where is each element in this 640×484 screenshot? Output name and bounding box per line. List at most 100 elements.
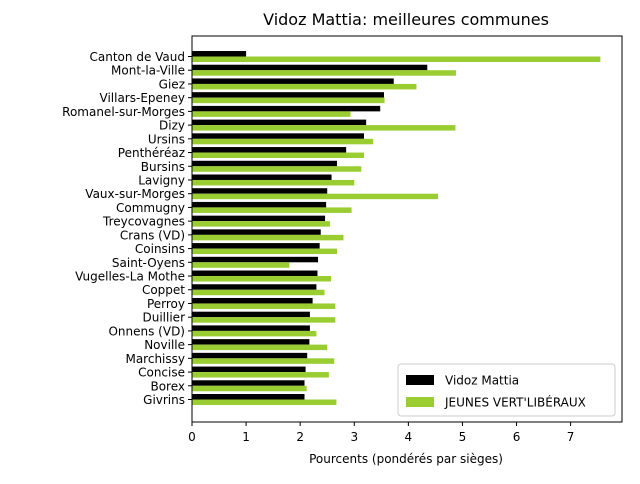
- bar-series-2: [192, 344, 328, 351]
- legend-box: [397, 363, 616, 417]
- bar-series-2: [192, 248, 337, 255]
- bar-series-1: [192, 188, 328, 194]
- bar-series-2: [192, 138, 374, 145]
- bar-series-1: [192, 270, 318, 277]
- chart-title: Vidoz Mattia: meilleures communes: [263, 10, 549, 29]
- bar-series-2: [192, 70, 456, 76]
- bar-series-1: [192, 352, 308, 359]
- y-tick-label: Penthéréaz: [118, 146, 185, 160]
- y-tick-label: Romanel-sur-Morges: [62, 105, 185, 119]
- bar-series-2: [192, 330, 317, 337]
- x-tick-label: 3: [350, 430, 358, 444]
- y-tick-label: Commugny: [116, 201, 185, 215]
- y-tick-label: Ursins: [148, 132, 185, 146]
- y-tick-label: Vaux-sur-Morges: [85, 187, 185, 201]
- bar-series-1: [192, 147, 347, 153]
- y-tick-label: Noville: [144, 338, 185, 352]
- bar-series-2: [192, 111, 351, 117]
- x-tick-label: 6: [513, 430, 521, 444]
- bar-series-1: [192, 339, 310, 345]
- bar-series-1: [192, 92, 385, 98]
- legend-swatch: [406, 397, 434, 407]
- bar-series-1: [192, 174, 332, 180]
- bar-series-2: [192, 166, 362, 172]
- x-tick-label: 7: [567, 430, 575, 444]
- bar-series-2: [192, 372, 329, 378]
- bar-series-1: [192, 160, 337, 167]
- y-tick-label: Onnens (VD): [108, 324, 185, 338]
- bar-series-2: [192, 207, 352, 213]
- bar-series-1: [192, 215, 326, 222]
- bar-series-2: [192, 385, 307, 392]
- bar-series-2: [192, 289, 325, 296]
- bar-series-2: [192, 125, 456, 131]
- bar-series-1: [192, 311, 310, 318]
- bar-series-1: [192, 380, 305, 386]
- x-tick-label: 4: [405, 430, 413, 444]
- bar-series-2: [192, 221, 330, 227]
- y-tick-label: Concise: [138, 366, 185, 380]
- legend: Vidoz Mattia JEUNES VERT'LIBÉRAUX: [397, 363, 616, 417]
- bar-series-1: [192, 243, 320, 249]
- y-tick-label: Canton de Vaud: [90, 50, 185, 64]
- bar-series-2: [192, 303, 336, 309]
- bar-series-2: [192, 317, 336, 323]
- y-tick-label: Perroy: [147, 297, 185, 311]
- y-tick-label: Giez: [159, 77, 185, 91]
- bar-series-1: [192, 297, 313, 304]
- y-tick-label: Coppet: [142, 283, 185, 297]
- x-axis-ticks: 0 1 2 3 4 5 6 7: [188, 422, 574, 444]
- y-tick-label: Mont-la-Ville: [111, 64, 185, 78]
- y-tick-label: Treycovagnes: [102, 215, 185, 229]
- bar-series-1: [192, 284, 317, 290]
- y-tick-label: Lavigny: [138, 173, 185, 187]
- y-tick-label: Marchissy: [125, 352, 185, 366]
- bar-series-1: [192, 133, 364, 139]
- bar-series-2: [192, 276, 332, 282]
- bar-series-1: [192, 78, 394, 84]
- x-tick-label: 0: [188, 430, 196, 444]
- bar-series-2: [192, 193, 439, 200]
- plot-frame: [191, 35, 623, 423]
- bar-series-1: [192, 325, 310, 331]
- bar-series-2: [192, 152, 364, 159]
- bar-series-2: [192, 97, 385, 104]
- y-tick-label: Borex: [150, 379, 185, 393]
- x-tick-label: 5: [459, 430, 467, 444]
- y-tick-label: Bursins: [141, 160, 185, 174]
- legend-label: Vidoz Mattia: [445, 374, 519, 388]
- bar-series-2: [192, 234, 344, 241]
- y-tick-label: Vugelles-La Mothe: [75, 270, 185, 284]
- bars-layer: [192, 51, 601, 405]
- bar-series-1: [192, 64, 428, 71]
- bar-series-2: [192, 56, 601, 62]
- bar-series-1: [192, 229, 321, 235]
- y-tick-label: Givrins: [143, 393, 185, 407]
- y-tick-label: Dizy: [159, 119, 185, 133]
- bar-series-2: [192, 358, 335, 364]
- x-tick-label: 1: [242, 430, 250, 444]
- bar-series-1: [192, 119, 367, 126]
- bar-series-1: [192, 51, 247, 57]
- legend-swatch: [406, 375, 434, 385]
- x-axis-label: Pourcents (pondérés par sièges): [309, 452, 503, 466]
- y-tick-label: Crans (VD): [120, 228, 185, 242]
- bar-series-1: [192, 366, 306, 373]
- x-tick-label: 2: [296, 430, 304, 444]
- y-tick-label: Coinsins: [135, 242, 185, 256]
- bar-series-1: [192, 201, 327, 208]
- bar-series-2: [192, 262, 290, 268]
- bar-series-1: [192, 105, 381, 112]
- bar-series-2: [192, 83, 417, 90]
- y-tick-label: Duillier: [143, 311, 186, 325]
- legend-label: JEUNES VERT'LIBÉRAUX: [444, 395, 586, 410]
- bar-series-1: [192, 256, 319, 263]
- bar-series-2: [192, 179, 355, 186]
- y-tick-label: Villars-Epeney: [100, 91, 186, 105]
- bar-series-2: [192, 399, 337, 405]
- y-tick-label: Saint-Oyens: [112, 256, 185, 270]
- bar-series-1: [192, 394, 305, 400]
- y-axis-ticks: Canton de VaudMont-la-VilleGiezVillars-E…: [62, 50, 192, 407]
